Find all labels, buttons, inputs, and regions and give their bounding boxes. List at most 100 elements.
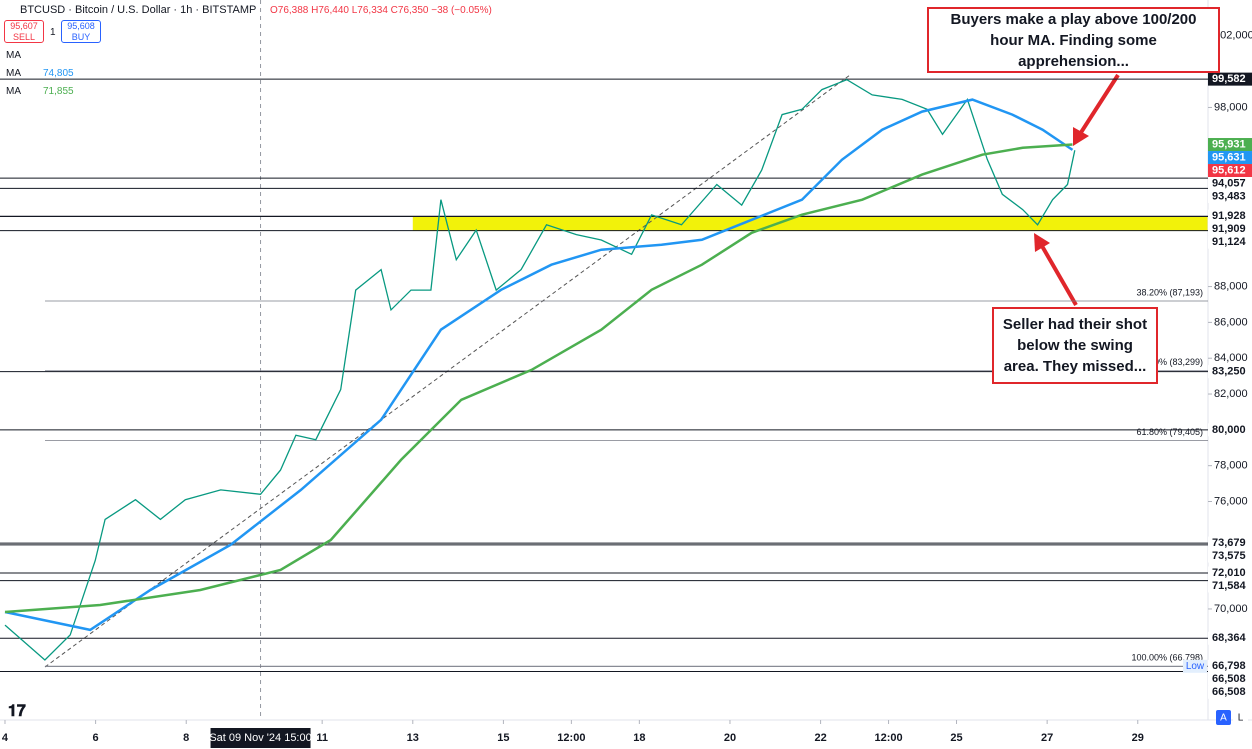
price-label-bg — [1208, 72, 1252, 86]
buy-label: BUY — [71, 32, 91, 42]
fib-label: 0% (83,299) — [1154, 357, 1203, 367]
fib-label: 38.20% (87,193) — [1136, 287, 1203, 297]
y-tick-label: 82,000 — [1214, 388, 1248, 400]
price-label: 66,798 — [1212, 660, 1246, 672]
x-tick-label: 6 — [93, 732, 99, 744]
series-line — [4, 98, 1074, 632]
price-label: 91,928 — [1212, 210, 1246, 222]
price-label-bg — [1208, 190, 1252, 204]
logo: 𝟏𝟕 — [8, 703, 26, 720]
price-label: 99,582 — [1212, 73, 1246, 85]
price-label: 93,483 — [1212, 190, 1246, 202]
price-label: 73,679 — [1212, 537, 1246, 549]
series-line — [4, 143, 1073, 614]
arrow-head — [1034, 233, 1050, 252]
price-label: 91,909 — [1212, 223, 1246, 235]
fib-label: 100.00% (66,798) — [1131, 653, 1203, 663]
price-label: 95,612 — [1212, 164, 1246, 176]
swing-zone — [412, 216, 1208, 231]
arrow — [1040, 245, 1078, 306]
sell-label: SELL — [12, 32, 36, 42]
x-tick-label: 8 — [183, 732, 189, 744]
price-label-bg — [1208, 631, 1252, 645]
price-label-bg — [1208, 579, 1252, 593]
y-tick-label: 70,000 — [1214, 603, 1248, 615]
y-tick-label: 86,000 — [1214, 316, 1248, 328]
x-tick-label: 20 — [724, 732, 736, 744]
crosshair-label: Sat 09 Nov '24 15:00 — [209, 732, 311, 744]
y-tick-label: 98,000 — [1214, 101, 1248, 113]
y-tick-label: 84,000 — [1214, 352, 1248, 364]
x-tick-label: 27 — [1041, 732, 1053, 744]
price-label: 72,010 — [1212, 567, 1246, 579]
buy-button[interactable]: 95,608 BUY — [61, 20, 101, 43]
price-label: 71,584 — [1212, 580, 1247, 592]
x-tick-label: 13 — [407, 732, 419, 744]
indicator-label: MA — [6, 50, 21, 61]
price-label-bg — [1208, 566, 1252, 580]
series-line — [4, 78, 1076, 661]
arrow-head — [1073, 127, 1089, 146]
x-tick-label: 15 — [497, 732, 509, 744]
price-label: 68,364 — [1212, 632, 1247, 644]
price-label-bg — [1208, 164, 1252, 178]
price-label-bg — [1208, 365, 1252, 379]
price-label-bg — [1208, 659, 1252, 673]
x-tick-label: 12:00 — [557, 732, 585, 744]
indicator: MA 71,855 — [6, 86, 74, 97]
price-label: 95,631 — [1212, 151, 1246, 163]
x-tick-label: 11 — [316, 732, 328, 744]
price-label-bg — [1208, 138, 1252, 152]
price-label-bg — [1208, 536, 1252, 550]
indicator-label: MA — [6, 68, 21, 79]
y-tick-label: 76,000 — [1214, 495, 1248, 507]
price-label-bg — [1208, 685, 1252, 699]
x-tick-label: 29 — [1132, 732, 1144, 744]
x-tick-label: 18 — [633, 732, 645, 744]
price-label-bg — [1208, 177, 1252, 191]
price-label: 94,057 — [1212, 177, 1246, 189]
price-label-bg — [1208, 672, 1252, 686]
indicator: MA — [6, 50, 21, 61]
spread: 1 — [50, 27, 56, 38]
y-tick-label: 78,000 — [1214, 460, 1248, 472]
price-label: 83,250 — [1212, 366, 1246, 378]
price-label: 80,000 — [1212, 424, 1246, 436]
y-tick-label: 102,000 — [1214, 30, 1252, 42]
ohlc: O76,388 H76,440 L76,334 C76,350 −38 (−0.… — [270, 5, 492, 16]
axis-button: A — [1220, 713, 1227, 724]
price-label: 66,508 — [1212, 673, 1246, 685]
x-tick-label: 12:00 — [874, 732, 902, 744]
symbol-title: BTCUSD · Bitcoin / U.S. Dollar · 1h · BI… — [20, 4, 257, 16]
annotation: Buyers make a play above 100/200 hour MA… — [927, 7, 1220, 73]
fib-label: 61.80% (79,405) — [1136, 427, 1203, 437]
indicator-label: MA — [6, 86, 21, 97]
price-label-bg — [1208, 151, 1252, 165]
x-tick-label: 22 — [814, 732, 826, 744]
price-label-bg — [1208, 423, 1252, 437]
low-tag-bg — [1183, 659, 1207, 673]
price-label: 73,575 — [1212, 550, 1246, 562]
price-label-bg — [1208, 222, 1252, 236]
axis-button-bg — [1233, 710, 1248, 725]
price-label: 66,508 — [1212, 686, 1246, 698]
x-tick-label: 25 — [950, 732, 962, 744]
annotation: Seller had their shot below the swing ar… — [992, 307, 1158, 384]
price-label-bg — [1208, 235, 1252, 249]
price-label-bg — [1208, 549, 1252, 563]
axis-button-bg — [1216, 710, 1231, 725]
arrow — [1078, 73, 1120, 136]
x-tick-label: 4 — [2, 732, 9, 744]
indicator-value: 71,855 — [43, 86, 74, 97]
price-label: 95,931 — [1212, 138, 1246, 150]
price-label-bg — [1208, 209, 1252, 223]
indicator: MA 74,805 — [6, 68, 74, 79]
indicator-value: 74,805 — [43, 68, 74, 79]
price-label: 91,124 — [1212, 236, 1247, 248]
sell-button[interactable]: 95,607 SELL — [4, 20, 44, 43]
crosshair-label-bg — [210, 728, 311, 748]
buy-price: 95,608 — [67, 21, 95, 31]
axis-button: L — [1238, 713, 1244, 724]
y-tick-label: 88,000 — [1214, 280, 1248, 292]
